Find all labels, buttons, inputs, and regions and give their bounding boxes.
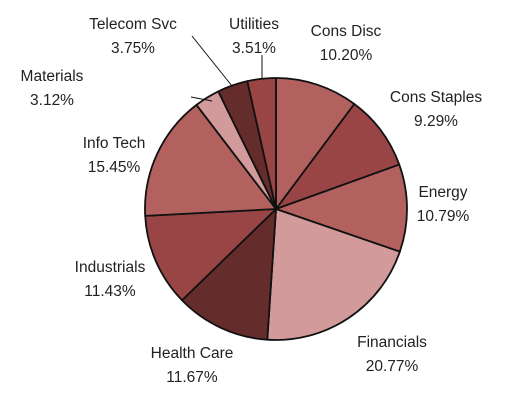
slice-value-cons-staples: 9.29%: [414, 113, 458, 130]
slice-label-telecom-svc: Telecom Svc: [89, 16, 177, 33]
slice-labels: Cons Disc 10.20% Cons Staples 9.29% Energy 10…: [21, 16, 483, 386]
slice-label-energy: Energy: [418, 184, 467, 201]
pie-slice-cons-staples: [275, 103, 401, 210]
slice-label-info-tech: Info Tech: [83, 135, 146, 152]
slice-value-financials: 20.77%: [366, 358, 419, 375]
leader-lines: [190, 35, 263, 102]
slice-label-financials: Financials: [357, 334, 427, 351]
pie-slice-energy: [275, 163, 408, 253]
pie-slice-cons-disc: [275, 77, 356, 210]
slice-value-industrials: 11.43%: [84, 283, 136, 300]
pie-slice-industrials: [144, 208, 277, 302]
slice-value-info-tech: 15.45%: [88, 159, 141, 176]
slice-value-health-care: 11.67%: [166, 369, 218, 386]
slice-label-cons-disc: Cons Disc: [311, 23, 382, 40]
slice-value-energy: 10.79%: [417, 208, 470, 225]
slice-label-utilities: Utilities: [229, 16, 279, 33]
pie-slice-financials: [266, 208, 401, 341]
slice-value-materials: 3.12%: [30, 92, 74, 109]
slice-label-health-care: Health Care: [151, 345, 234, 362]
slice-label-cons-staples: Cons Staples: [390, 89, 482, 106]
slice-value-telecom-svc: 3.75%: [111, 40, 155, 57]
slice-value-cons-disc: 10.20%: [320, 47, 373, 64]
leader-line-materials: [190, 96, 213, 102]
slice-label-industrials: Industrials: [75, 259, 146, 276]
pie-slice-health-care: [181, 208, 277, 341]
slice-label-materials: Materials: [21, 68, 84, 85]
leader-line-telecom-svc: [191, 35, 233, 87]
pie-slices: [144, 77, 408, 341]
pie-slice-info-tech: [144, 104, 277, 217]
slice-value-utilities: 3.51%: [232, 40, 276, 57]
